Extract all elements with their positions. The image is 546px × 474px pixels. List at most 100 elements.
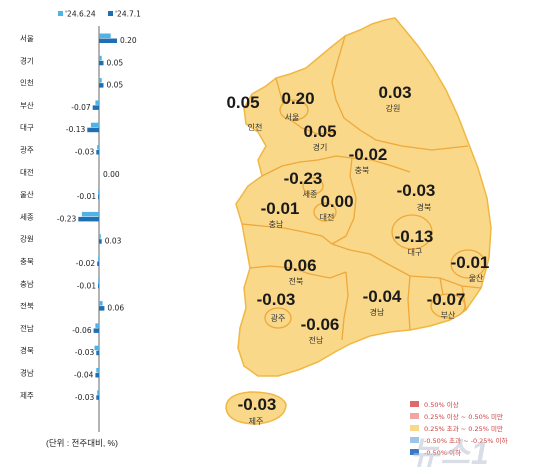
bar-mark <box>99 39 117 44</box>
category-label: 경남 <box>20 368 34 378</box>
region-value: 0.05 <box>226 93 259 112</box>
legend-label: '24.6.24 <box>65 10 96 19</box>
bar-mark <box>99 61 104 66</box>
data-label: 0.05 <box>107 81 124 90</box>
bar-mark <box>95 346 100 351</box>
bar-mark <box>95 323 99 328</box>
watermark: 뉴스1 <box>410 428 490 474</box>
bar-mark <box>91 123 99 128</box>
category-label: 전북 <box>20 301 34 311</box>
region-name: 전남 <box>309 335 324 345</box>
bar-mark <box>97 262 99 267</box>
unit-note: (단위 : 전주대비, %) <box>46 437 118 449</box>
category-label: 인천 <box>20 78 34 88</box>
category-label: 대전 <box>20 167 34 177</box>
region-value: 0.03 <box>378 83 411 102</box>
bar-chart: '24.6.24 '24.7.1 서울 0.20 경기 0.05 인천 0.05 부산 -0.07… <box>20 10 141 433</box>
region-value: 0.20 <box>281 89 314 108</box>
region-value: 0.05 <box>303 122 336 141</box>
region-name: 경남 <box>370 307 385 317</box>
region-value: -0.07 <box>427 290 466 309</box>
data-label: 0.20 <box>120 36 137 45</box>
category-label: 울산 <box>20 189 34 199</box>
region-value: -0.02 <box>349 145 388 164</box>
bar-mark <box>98 279 99 284</box>
data-label: 0.05 <box>107 58 124 67</box>
category-label: 세종 <box>20 212 34 221</box>
bar-mark <box>99 239 102 244</box>
region-name: 경기 <box>313 142 328 152</box>
legend-label: 0.50% 이상 <box>424 399 459 409</box>
legend-row: 0.50% 이상 <box>410 398 538 410</box>
data-label: -0.03 <box>75 148 95 157</box>
region-name: 대구 <box>408 248 423 257</box>
data-label: -0.03 <box>75 393 95 402</box>
bar-mark <box>78 217 99 222</box>
bar-mark <box>99 83 104 88</box>
bar-mark <box>93 105 99 110</box>
data-label: 0.06 <box>107 304 124 313</box>
bar-mark <box>98 190 99 195</box>
legend-swatch <box>410 401 419 407</box>
region-value: -0.06 <box>301 315 340 334</box>
bar-mark <box>99 301 103 306</box>
region-name: 인천 <box>248 122 263 132</box>
region-name: 울산 <box>469 273 484 283</box>
bar-mark <box>82 212 99 217</box>
legend-swatch <box>108 11 113 16</box>
region-name: 충북 <box>355 166 370 175</box>
legend-label: 0.25% 이상 ~ 0.50% 미만 <box>424 411 503 421</box>
data-label: 0.00 <box>103 170 120 179</box>
bar-mark <box>94 328 99 333</box>
data-label: -0.03 <box>75 348 95 357</box>
bar-mark <box>95 100 99 105</box>
category-label: 강원 <box>20 234 34 244</box>
region-value: 0.00 <box>320 192 353 211</box>
region-name: 경북 <box>417 202 432 212</box>
bar-mark <box>99 306 104 311</box>
region-name: 서울 <box>285 113 300 122</box>
region-name: 광주 <box>271 313 286 323</box>
category-label: 경북 <box>20 345 34 355</box>
region-value: -0.01 <box>451 253 490 272</box>
category-label: 부산 <box>20 100 34 110</box>
region-name: 강원 <box>386 103 401 113</box>
bar-mark <box>99 78 102 83</box>
category-label: 제주 <box>20 391 34 400</box>
region-value: -0.03 <box>257 290 296 309</box>
category-label: 경기 <box>20 55 34 65</box>
region-value: -0.23 <box>284 169 323 188</box>
region-name: 대전 <box>320 212 335 222</box>
category-label: 충남 <box>20 279 34 288</box>
region-name: 충남 <box>269 220 284 229</box>
region-name: 부산 <box>441 310 456 320</box>
bar-mark <box>96 351 99 356</box>
region-value: 0.06 <box>283 256 316 275</box>
bar-mark <box>98 257 99 262</box>
region-name: 전북 <box>289 276 304 286</box>
data-label: -0.07 <box>71 103 91 112</box>
region-name: 제주 <box>249 417 264 426</box>
data-label: -0.13 <box>66 125 86 134</box>
bar-mark <box>98 284 99 289</box>
bar-mark <box>97 390 99 395</box>
data-label: -0.01 <box>77 281 97 290</box>
legend-swatch <box>410 413 419 419</box>
data-label: -0.06 <box>72 326 92 335</box>
legend-swatch <box>58 11 63 16</box>
region-value: -0.13 <box>395 227 434 246</box>
region-value: -0.01 <box>261 199 300 218</box>
bar-mark <box>99 234 101 239</box>
bar-mark <box>99 34 111 39</box>
bar-mark <box>96 150 99 155</box>
region-value: -0.03 <box>238 395 277 414</box>
bar-mark <box>95 373 99 378</box>
region-name: 세종 <box>303 190 318 199</box>
bar-mark <box>87 128 99 133</box>
bar-mark <box>97 145 99 150</box>
data-label: -0.23 <box>57 214 77 223</box>
category-label: 광주 <box>20 145 34 155</box>
legend-row: 0.25% 이상 ~ 0.50% 미만 <box>410 410 538 422</box>
legend-label: '24.7.1 <box>115 10 141 19</box>
category-label: 서울 <box>20 34 34 43</box>
